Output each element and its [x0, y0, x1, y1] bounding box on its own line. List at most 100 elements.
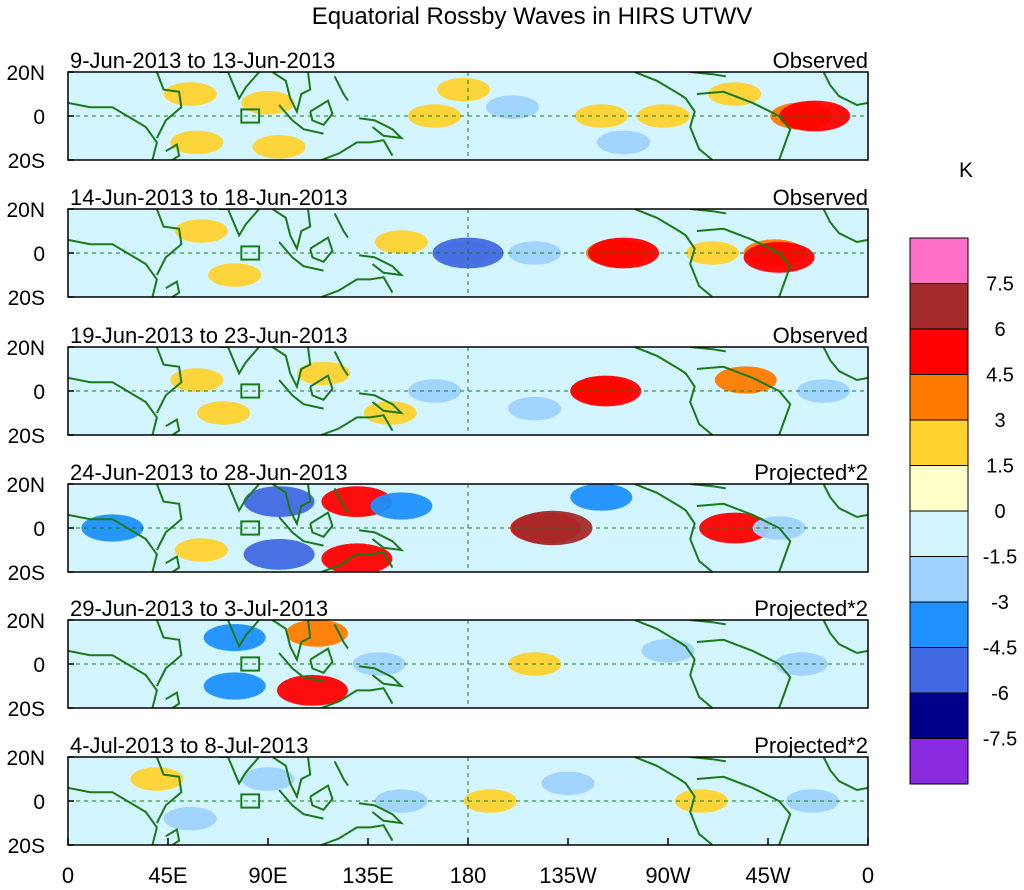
coastline: [822, 72, 868, 107]
coastline: [696, 502, 792, 572]
coastline: [634, 209, 714, 297]
colorbar-tick-label: 1.5: [986, 456, 1014, 478]
coastline: [68, 649, 158, 708]
coastline: [333, 212, 349, 239]
colorbar-swatch: [909, 328, 969, 375]
coastline: [155, 209, 183, 276]
coastline: [320, 824, 394, 845]
coastline: [822, 209, 868, 244]
x-tick-label: 180: [450, 863, 487, 888]
anomaly-blob: [241, 767, 295, 791]
y-tick-label: 20N: [6, 62, 45, 85]
panel-period-label: 4-Jul-2013 to 8-Jul-2013: [70, 733, 308, 758]
coastline: [333, 350, 349, 377]
colorbar-swatch: [909, 283, 969, 330]
coastline: [320, 551, 394, 572]
coastline: [309, 236, 334, 264]
reference-box: [240, 793, 261, 809]
panel-group: 9-Jun-2013 to 13-Jun-2013 Observed 20N 0 20S…: [6, 48, 869, 858]
coastline: [278, 379, 324, 410]
chart-title: Equatorial Rossby Waves in HIRS UTWV: [312, 3, 753, 30]
y-tick-label: 20N: [6, 610, 45, 633]
anomaly-blob: [485, 95, 539, 119]
anomaly-blob: [774, 652, 828, 676]
coastline: [309, 99, 334, 127]
anomaly-blob: [463, 789, 517, 813]
y-tick-label: 20N: [6, 474, 45, 497]
x-tick-label: 45W: [745, 863, 790, 888]
coastline: [165, 280, 181, 297]
colorbar-swatch: [909, 601, 969, 648]
colorbar-units-label: K: [959, 159, 973, 182]
coastline: [278, 104, 324, 135]
coastline: [634, 484, 714, 572]
colorbar-swatch: [909, 465, 969, 512]
colorbar-tick-label: 3: [994, 410, 1005, 432]
coastline: [155, 347, 183, 414]
anomaly-blob: [170, 130, 224, 155]
y-tick-label: 20S: [8, 835, 45, 858]
anomaly-blob: [574, 104, 628, 128]
anomaly-blob: [408, 379, 462, 403]
panel-4: 24-Jun-2013 to 28-Jun-2013 Projected*2 20N…: [6, 460, 869, 585]
anomaly-blob: [208, 263, 262, 287]
anomaly-blob: [130, 767, 184, 791]
reference-box: [240, 245, 261, 261]
colorbar-tick-label: -4.5: [983, 638, 1017, 660]
coastline: [634, 620, 714, 708]
anomaly-blob: [374, 789, 428, 813]
y-tick-label: 20S: [8, 150, 45, 173]
y-tick-label: 0: [33, 654, 45, 677]
anomaly-blob: [297, 361, 351, 386]
x-axis: 0 45E 90E 135E 180 135W 90W 45W 0: [62, 838, 874, 888]
coastline: [320, 687, 394, 708]
coastline: [219, 620, 260, 649]
colorbar-tick-label: 4.5: [986, 365, 1014, 387]
coastline: [278, 789, 324, 820]
y-tick-label: 0: [33, 518, 45, 541]
reference-box: [240, 383, 261, 399]
anomaly-blob: [597, 130, 651, 155]
coastline: [822, 620, 868, 655]
colorbar-tick-label: -3: [991, 592, 1009, 614]
anomaly-blob: [508, 396, 562, 421]
coastline: [271, 620, 312, 663]
anomaly-blob: [512, 510, 593, 546]
coastline: [165, 418, 181, 435]
coastline: [271, 347, 312, 390]
coastline: [333, 760, 349, 787]
colorbar-tick-label: 7.5: [986, 274, 1014, 296]
y-tick-label: 0: [33, 381, 45, 404]
coastline: [320, 276, 394, 297]
x-tick-label: 45E: [148, 863, 187, 888]
panel-6: 4-Jul-2013 to 8-Jul-2013 Projected*2 20N 0 2…: [6, 733, 869, 858]
coastline: [309, 511, 334, 539]
panel-type-label: Observed: [773, 48, 868, 73]
anomaly-blob: [197, 401, 251, 425]
coastline: [696, 90, 792, 160]
coastline: [68, 238, 158, 297]
coastline: [309, 647, 334, 675]
coastline: [165, 555, 181, 572]
coastline: [309, 374, 334, 402]
coastline: [155, 484, 183, 551]
anomaly-blob: [163, 806, 217, 831]
y-tick-label: 20S: [8, 425, 45, 448]
colorbar-swatch: [909, 556, 969, 603]
coastline: [165, 691, 181, 708]
coastline: [320, 139, 394, 160]
panel-period-label: 9-Jun-2013 to 13-Jun-2013: [70, 48, 335, 73]
coastline: [333, 487, 349, 514]
coastline: [271, 72, 312, 115]
anomaly-blob: [174, 538, 228, 562]
coastline: [219, 209, 260, 238]
anomaly-blob: [81, 514, 144, 542]
anomaly-blob: [437, 77, 491, 102]
coastline: [68, 101, 158, 160]
coastline: [278, 241, 324, 272]
panel-5: 29-Jun-2013 to 3-Jul-2013 Projected*2 20N 0…: [6, 596, 869, 721]
panel-3: 19-Jun-2013 to 23-Jun-2013 Observed 20N 0 20…: [6, 323, 869, 448]
colorbar-tick-label: -1.5: [983, 547, 1017, 569]
anomaly-blob: [743, 242, 815, 273]
